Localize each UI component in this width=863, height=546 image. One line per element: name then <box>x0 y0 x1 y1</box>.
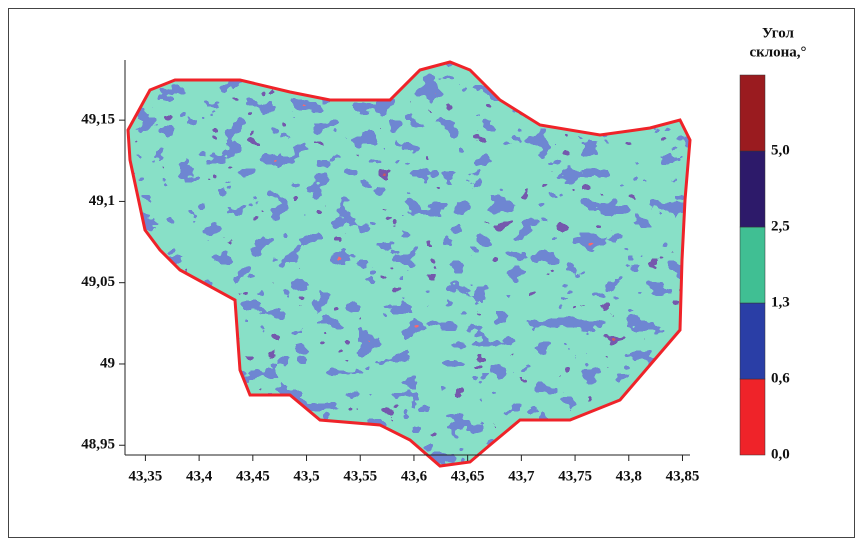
y-tick-label: 48,95 <box>81 437 115 453</box>
x-tick-label: 43,75 <box>558 468 592 484</box>
x-tick-label: 43,8 <box>616 468 642 484</box>
figure: 43,35 43,4 43,45 43,5 43,55 43,6 43,65 43,7 43,7… <box>0 0 863 546</box>
legend-label: 0,6 <box>771 370 790 386</box>
x-tick-label: 43,85 <box>666 468 700 484</box>
legend-label: 1,3 <box>771 294 790 310</box>
x-tick-label: 43,7 <box>508 468 535 484</box>
legend-title: Угол <box>762 25 795 41</box>
legend-label: 5,0 <box>771 142 790 158</box>
y-tick-label: 49,1 <box>89 193 115 209</box>
y-tick-label: 49,15 <box>81 112 115 128</box>
x-tick-label: 43,45 <box>236 468 270 484</box>
legend-label: 0,0 <box>771 446 790 462</box>
slope-map <box>120 55 700 475</box>
y-tick-label: 49 <box>100 355 115 371</box>
legend-swatch <box>740 151 765 227</box>
legend-swatch <box>740 379 765 455</box>
x-tick-label: 43,4 <box>186 468 213 484</box>
x-tick-label: 43,65 <box>451 468 485 484</box>
legend-swatch <box>740 227 765 303</box>
x-tick-label: 43,55 <box>343 468 377 484</box>
legend-swatch <box>740 75 765 151</box>
legend-title: склона,° <box>749 44 806 60</box>
legend-label: 2,5 <box>771 218 790 234</box>
y-tick-label: 49,05 <box>81 274 115 290</box>
x-tick-label: 43,6 <box>401 468 428 484</box>
legend-swatch <box>740 303 765 379</box>
x-tick-label: 43,35 <box>129 468 163 484</box>
x-tick-label: 43,5 <box>293 468 319 484</box>
